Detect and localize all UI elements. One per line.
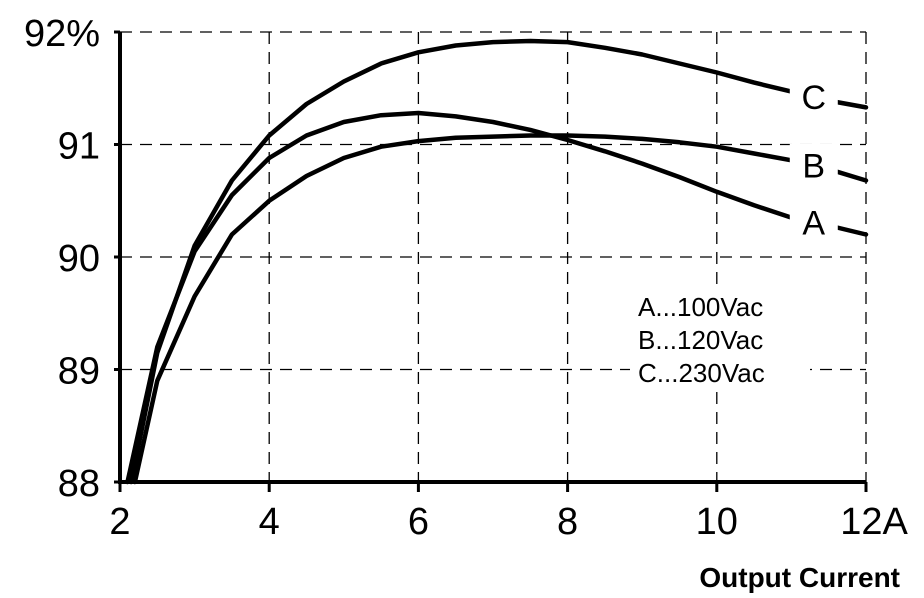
x-tick-label: 4 — [259, 501, 280, 543]
x-tick-label: 10 — [696, 501, 738, 543]
series-line-c — [128, 38, 869, 485]
curve-label-c: C — [801, 79, 826, 117]
x-tick-label: 12A — [840, 501, 908, 543]
curve-label-b: B — [802, 148, 825, 186]
series-line-a — [125, 110, 869, 485]
x-tick-label: 8 — [557, 501, 578, 543]
legend-entry: C...230Vac — [638, 358, 765, 388]
legend-entry: A...100Vac — [638, 292, 763, 322]
x-tick-label: 6 — [408, 501, 429, 543]
tick-labels: 88 89 90 91 92% 2 4 6 8 10 12A — [24, 13, 909, 543]
y-tick-label: 89 — [58, 351, 100, 393]
x-tick-label: 2 — [109, 501, 130, 543]
y-tick-label: 91 — [58, 126, 100, 168]
series-line-b — [132, 133, 869, 485]
x-axis-label: Output Current — [699, 562, 900, 593]
curve-label-a: A — [802, 204, 825, 242]
grid — [120, 31, 867, 482]
series-lines: ABC — [125, 38, 869, 485]
y-tick-label: 92% — [24, 13, 100, 55]
legend-background — [630, 290, 810, 390]
curve-label-backing — [789, 200, 838, 245]
y-tick-label: 88 — [58, 463, 100, 505]
legend-entry: B...120Vac — [638, 325, 763, 355]
y-tick-label: 90 — [58, 238, 100, 280]
tick-marks — [114, 30, 868, 492]
curve-label-backing — [789, 143, 838, 188]
curve-label-backing — [789, 75, 838, 120]
